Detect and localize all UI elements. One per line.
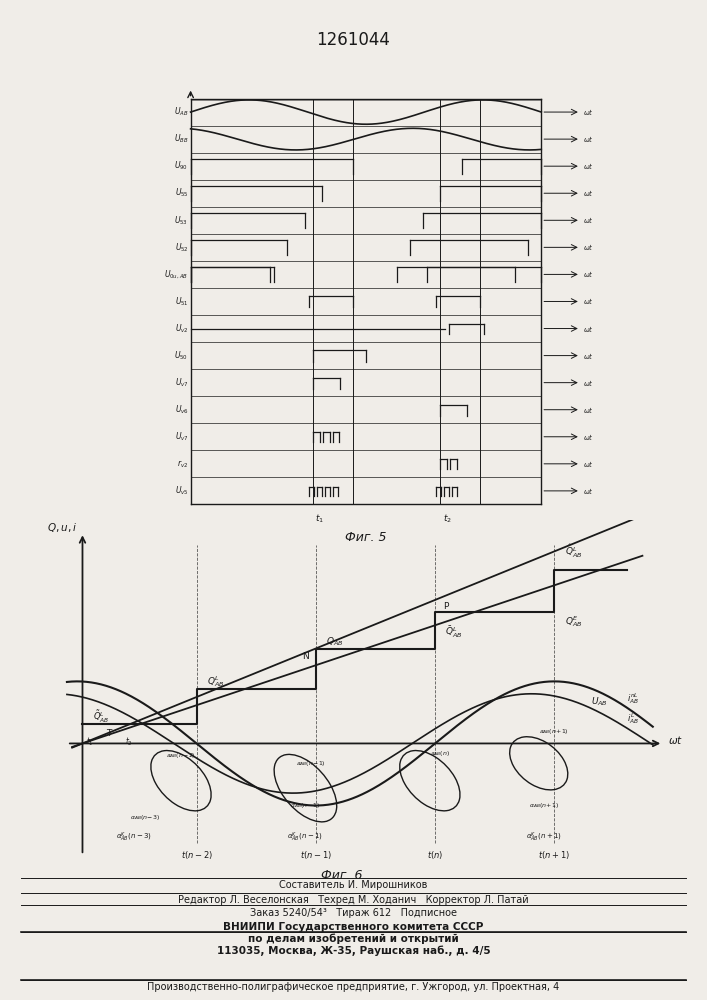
Text: P: P bbox=[443, 602, 448, 611]
Text: N: N bbox=[302, 652, 309, 661]
Text: $U_{v7}$: $U_{v7}$ bbox=[175, 431, 188, 443]
Text: $t(n+1)$: $t(n+1)$ bbox=[538, 849, 571, 861]
Text: $a_{AB}(n\!-\!1)$: $a_{AB}(n\!-\!1)$ bbox=[296, 759, 325, 768]
Text: $\omega t$: $\omega t$ bbox=[668, 734, 684, 746]
Text: $U_{52}$: $U_{52}$ bbox=[175, 241, 188, 254]
Text: $t(n)$: $t(n)$ bbox=[427, 849, 443, 861]
Text: $U_{0u,AB}$: $U_{0u,AB}$ bbox=[164, 268, 188, 281]
Text: Фиг. 5: Фиг. 5 bbox=[345, 531, 387, 544]
Text: $a_{AB}(n)$: $a_{AB}(n)$ bbox=[430, 749, 450, 758]
Text: $\omega t$: $\omega t$ bbox=[583, 405, 594, 415]
Text: $U_{v6}$: $U_{v6}$ bbox=[175, 403, 188, 416]
Text: $\omega t$: $\omega t$ bbox=[583, 459, 594, 469]
Text: $a_{AB}(n\!-\!2)$: $a_{AB}(n\!-\!2)$ bbox=[166, 751, 196, 760]
Text: $\alpha^K_{AB}(n-1)$: $\alpha^K_{AB}(n-1)$ bbox=[288, 831, 323, 844]
Text: $\omega t$: $\omega t$ bbox=[583, 432, 594, 442]
Text: $t_2$: $t_2$ bbox=[125, 735, 133, 748]
Text: $Q^E_{AB}$: $Q^E_{AB}$ bbox=[565, 614, 582, 629]
Text: $U_{AB}$: $U_{AB}$ bbox=[590, 696, 607, 708]
Text: $U_{50}$: $U_{50}$ bbox=[175, 349, 188, 362]
Text: $U_{51}$: $U_{51}$ bbox=[175, 295, 188, 308]
Text: $i^L_{AB}$: $i^L_{AB}$ bbox=[627, 711, 639, 726]
Text: $Q,u,i$: $Q,u,i$ bbox=[47, 521, 77, 534]
Text: $\omega t$: $\omega t$ bbox=[583, 242, 594, 252]
Text: 1261044: 1261044 bbox=[317, 31, 390, 49]
Text: $\alpha_{AB}(n\!-\!1)$: $\alpha_{AB}(n\!-\!1)$ bbox=[291, 801, 320, 810]
Text: $\omega t$: $\omega t$ bbox=[583, 269, 594, 279]
Text: Заказ 5240/54³   Тираж 612   Подписное: Заказ 5240/54³ Тираж 612 Подписное bbox=[250, 908, 457, 918]
Text: Редактор Л. Веселонская   Техред М. Ходанич   Корректор Л. Патай: Редактор Л. Веселонская Техред М. Ходани… bbox=[178, 895, 529, 905]
Text: $\hat{Q}^L_{AB}$: $\hat{Q}^L_{AB}$ bbox=[565, 543, 582, 560]
Text: $\omega t$: $\omega t$ bbox=[583, 296, 594, 306]
Text: $t(n-1)$: $t(n-1)$ bbox=[300, 849, 332, 861]
Text: $\omega t$: $\omega t$ bbox=[583, 107, 594, 117]
Text: $\omega t$: $\omega t$ bbox=[583, 351, 594, 361]
Text: Составитель И. Мирошников: Составитель И. Мирошников bbox=[279, 880, 428, 890]
Text: $U_{v5}$: $U_{v5}$ bbox=[175, 485, 188, 497]
Text: $U_{90}$: $U_{90}$ bbox=[175, 160, 188, 172]
Text: $\tilde{Q}^L_{AB}$: $\tilde{Q}^L_{AB}$ bbox=[93, 709, 109, 725]
Text: $\alpha_{AB}(n\!+\!1)$: $\alpha_{AB}(n\!+\!1)$ bbox=[529, 801, 559, 810]
Text: $i^{nL}_{AB}$: $i^{nL}_{AB}$ bbox=[627, 691, 639, 706]
Text: $\omega t$: $\omega t$ bbox=[583, 215, 594, 225]
Text: $\omega t$: $\omega t$ bbox=[583, 134, 594, 144]
Text: $\omega t$: $\omega t$ bbox=[583, 161, 594, 171]
Text: $U_{v2}$: $U_{v2}$ bbox=[175, 322, 188, 335]
Text: $a_{AB}(n\!+\!1)$: $a_{AB}(n\!+\!1)$ bbox=[539, 727, 569, 736]
Text: $\alpha_{AB}(n\!-\!3)$: $\alpha_{AB}(n\!-\!3)$ bbox=[129, 813, 160, 822]
Text: Производственно-полиграфическое предприятие, г. Ужгород, ул. Проектная, 4: Производственно-полиграфическое предприя… bbox=[147, 982, 560, 992]
Text: T: T bbox=[106, 729, 111, 738]
Text: $U_{55}$: $U_{55}$ bbox=[175, 187, 188, 199]
Text: $t_2$: $t_2$ bbox=[443, 513, 452, 525]
Text: 113035, Москва, Ж-35, Раушская наб., д. 4/5: 113035, Москва, Ж-35, Раушская наб., д. … bbox=[216, 945, 491, 956]
Text: ВНИИПИ Государственного комитета СССР: ВНИИПИ Государственного комитета СССР bbox=[223, 922, 484, 932]
Text: $\omega t$: $\omega t$ bbox=[583, 324, 594, 334]
Text: по делам изобретений и открытий: по делам изобретений и открытий bbox=[248, 934, 459, 944]
Text: $U_{v7}$: $U_{v7}$ bbox=[175, 376, 188, 389]
Text: $r_{v2}$: $r_{v2}$ bbox=[177, 458, 188, 470]
Text: $U_{AB}$: $U_{AB}$ bbox=[174, 106, 188, 118]
Text: $\alpha^K_{AB}(n-3)$: $\alpha^K_{AB}(n-3)$ bbox=[117, 831, 152, 844]
Text: $\omega t$: $\omega t$ bbox=[583, 486, 594, 496]
Text: $t_1$: $t_1$ bbox=[315, 513, 325, 525]
Text: $t(n-2)$: $t(n-2)$ bbox=[180, 849, 213, 861]
Text: $Q_{AB}$: $Q_{AB}$ bbox=[326, 635, 344, 648]
Text: $t_1$: $t_1$ bbox=[86, 735, 94, 748]
Text: $\bar{Q}^L_{AB}$: $\bar{Q}^L_{AB}$ bbox=[445, 624, 463, 640]
Text: $Q^L_{AB}$: $Q^L_{AB}$ bbox=[207, 674, 224, 689]
Text: $\omega t$: $\omega t$ bbox=[583, 188, 594, 198]
Text: $\omega t$: $\omega t$ bbox=[583, 378, 594, 388]
Text: $\alpha^K_{AB}(n+1)$: $\alpha^K_{AB}(n+1)$ bbox=[526, 831, 562, 844]
Text: $U_{BB}$: $U_{BB}$ bbox=[174, 133, 188, 145]
Text: $U_{53}$: $U_{53}$ bbox=[175, 214, 188, 227]
Text: Фиг. 6: Фиг. 6 bbox=[321, 869, 363, 882]
